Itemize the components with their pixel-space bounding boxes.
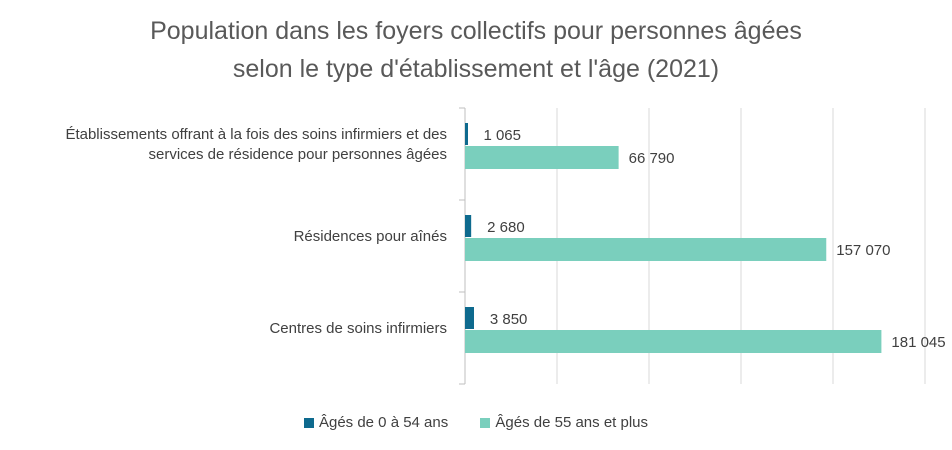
legend-label-young: Âgés de 0 à 54 ans [318,414,449,431]
data-label-senior: 66 790 [629,150,675,167]
category-label: services de résidence pour personnes âgé… [148,146,447,163]
bar-young [465,307,474,329]
legend-item-senior: Âgés de 55 ans et plus [480,414,648,431]
legend-item-young: Âgés de 0 à 54 ans [303,414,449,431]
data-label-young: 1 065 [483,127,521,144]
legend-swatch-young [303,417,314,428]
bar-senior [465,238,827,261]
category-label: Centres de soins infirmiers [269,320,447,337]
chart-title: Population dans les foyers collectifs po… [0,12,952,88]
legend: Âgés de 0 à 54 ans Âgés de 55 ans et plu… [0,414,952,432]
bar-senior [465,330,882,353]
legend-label-senior: Âgés de 55 ans et plus [495,414,649,431]
data-label-young: 3 850 [490,311,528,328]
bar-senior [465,146,619,169]
data-label-senior: 157 070 [836,242,890,259]
bar-chart-plot: 1 065 66 790 Établissements offrant à la f… [65,107,946,385]
category-label: Établissements offrant à la fois des soi… [65,126,447,143]
chart-title-line-1: Population dans les foyers collectifs po… [150,17,802,45]
data-label-young: 2 680 [487,219,525,236]
bar-young [465,123,468,145]
chart-title-line-2: selon le type d'établissement et l'âge (… [232,55,720,83]
category-label: Résidences pour aînés [294,228,447,245]
bar-young [465,215,472,237]
legend-swatch-senior [480,417,491,428]
data-label-senior: 181 045 [891,334,945,351]
